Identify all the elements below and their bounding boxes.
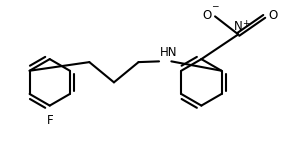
Text: N: N	[234, 20, 243, 33]
Text: +: +	[242, 19, 249, 28]
Text: −: −	[211, 1, 218, 10]
Text: HN: HN	[160, 46, 177, 59]
Text: O: O	[202, 9, 211, 22]
Text: O: O	[268, 9, 277, 22]
Text: F: F	[46, 114, 53, 127]
